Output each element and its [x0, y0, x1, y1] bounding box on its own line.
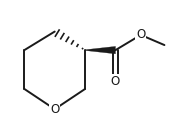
Text: O: O — [111, 75, 120, 88]
Text: O: O — [50, 103, 59, 116]
Text: O: O — [136, 28, 145, 41]
Polygon shape — [85, 46, 115, 54]
